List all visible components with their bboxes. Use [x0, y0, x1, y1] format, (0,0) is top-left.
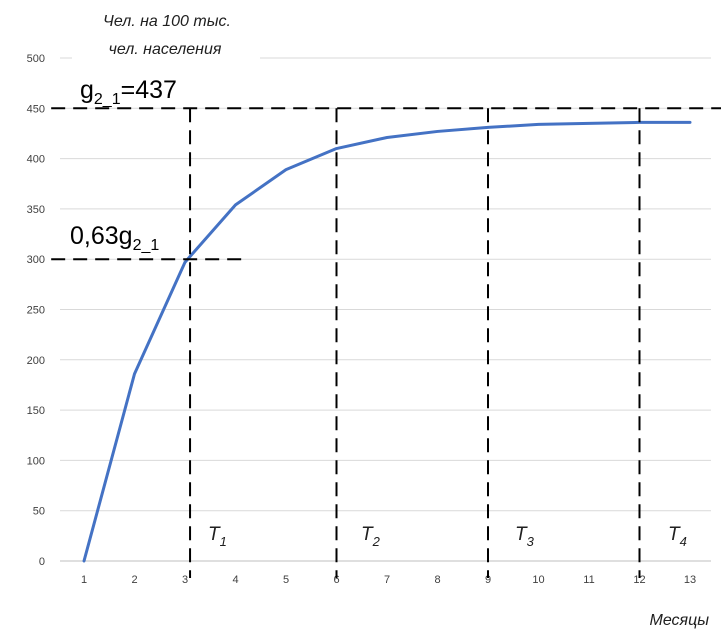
y-tick-label: 350 [27, 204, 45, 216]
y-tick-label: 200 [27, 355, 45, 367]
x-tick-label: 11 [583, 574, 594, 586]
period-label-t4: T4 [668, 524, 687, 549]
xlabel: Месяцы [649, 612, 709, 629]
x-tick-label: 2 [131, 574, 137, 586]
x-tick-label: 5 [283, 574, 289, 586]
y-tick-label: 300 [27, 254, 45, 266]
x-tick-label: 1 [81, 574, 87, 586]
ylabel-backdrop [72, 6, 260, 66]
ylabel-line-2: чел. населения [109, 41, 222, 58]
y-tick-label: 250 [27, 305, 45, 317]
y-tick-label: 100 [27, 455, 45, 467]
x-tick-label: 7 [384, 574, 390, 586]
x-tick-label: 3 [182, 574, 188, 586]
period-label-t1: T1 [208, 524, 227, 549]
g-value-label: g2_1=437 [80, 76, 177, 108]
x-axis-ticks: 1 2 3 4 5 6 7 8 9 10 11 12 13 [81, 574, 696, 586]
y-tick-label: 500 [27, 53, 45, 65]
x-tick-label: 10 [532, 574, 544, 586]
ylabel-line-1: Чел. на 100 тыс. [103, 13, 231, 30]
y-tick-label: 450 [27, 103, 45, 115]
y-tick-label: 50 [33, 506, 45, 518]
series-layer [82, 120, 692, 563]
x-tick-label: 9 [485, 574, 491, 586]
y-axis-ticks: 0 50 100 150 200 250 300 350 400 450 500 [27, 53, 45, 568]
grid [60, 57, 711, 562]
x-tick-label: 12 [633, 574, 645, 586]
y-tick-label: 400 [27, 154, 45, 166]
x-tick-label: 8 [434, 574, 440, 586]
x-tick-label: 4 [232, 574, 238, 586]
period-label-t2: T2 [361, 524, 381, 549]
x-tick-label: 13 [684, 574, 696, 586]
g063-label: 0,63g2_1 [70, 222, 159, 254]
series-line-0 [82, 120, 692, 563]
reference-lines [51, 107, 721, 578]
x-tick-label: 6 [333, 574, 339, 586]
y-tick-label: 0 [39, 556, 45, 568]
y-tick-label: 150 [27, 405, 45, 417]
period-label-t3: T3 [515, 524, 535, 549]
